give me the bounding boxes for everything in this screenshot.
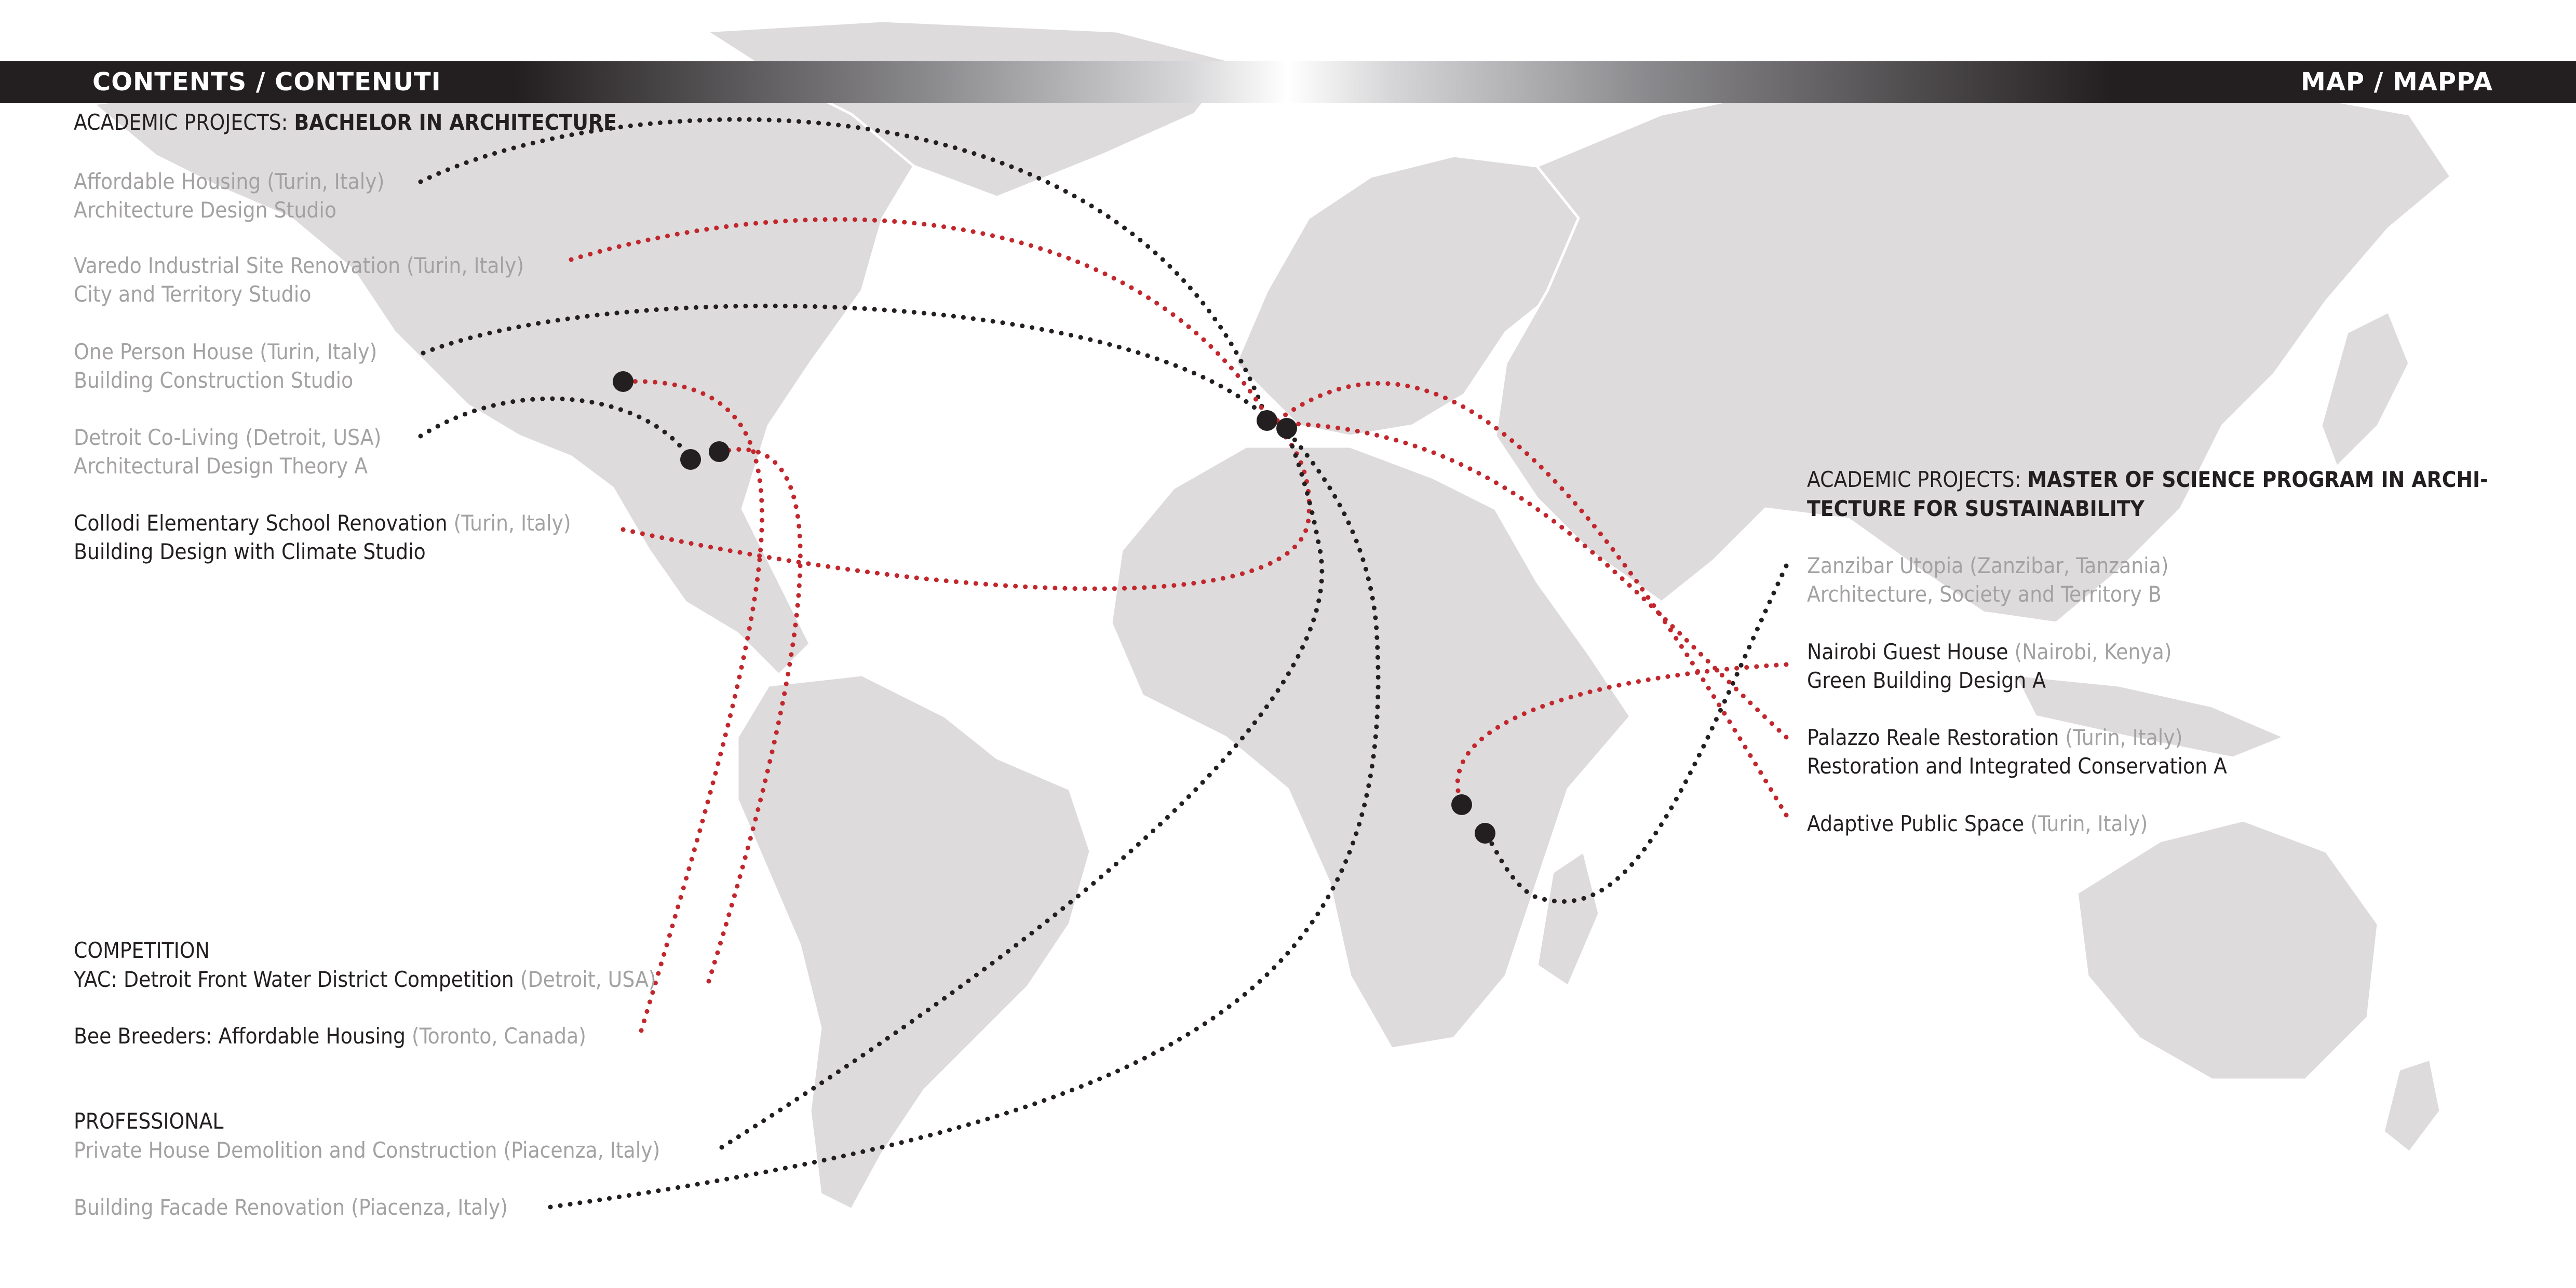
project-title: Nairobi Guest House (1807, 639, 2008, 665)
project-course: Restoration and Integrated Conservation … (1807, 753, 2227, 779)
project-one-person-house[interactable]: One Person House (Turin, Italy) Building… (74, 337, 377, 395)
route-affordable-housing (418, 117, 1270, 423)
professional-title: Private House Demolition and Constructio… (74, 1137, 660, 1163)
project-zanzibar-utopia[interactable]: Zanzibar Utopia (Zanzibar, Tanzania) Arc… (1807, 551, 2169, 608)
africa-land (1110, 445, 1632, 1050)
piacenza-pin (1276, 418, 1297, 439)
project-location: (Nairobi, Kenya) (2008, 639, 2172, 665)
bachelor-prefix: ACADEMIC PROJECTS: (74, 110, 294, 135)
australia-land (2075, 819, 2380, 1081)
bachelor-name: BACHELOR IN ARCHITECTURE (294, 110, 617, 135)
asia-land (1494, 66, 2452, 625)
project-course: Architectural Design Theory A (74, 453, 368, 479)
project-title: Palazzo Reale Restoration (1807, 725, 2059, 750)
project-course: Green Building Design A (1807, 668, 2046, 693)
route-palazzo-reale (1270, 421, 1789, 740)
route-detroit-coliving (418, 396, 693, 462)
competition-heading: COMPETITION (74, 938, 210, 963)
project-affordable-housing[interactable]: Affordable Housing (Turin, Italy) Archit… (74, 167, 384, 224)
project-location: (Turin, Italy) (447, 510, 571, 536)
professional-private-house[interactable]: Private House Demolition and Constructio… (74, 1136, 660, 1164)
project-title: Varedo Industrial Site Renovation (Turin… (74, 253, 524, 278)
master-prefix: ACADEMIC PROJECTS: (1807, 467, 2028, 492)
bachelor-heading: ACADEMIC PROJECTS: BACHELOR IN ARCHITECT… (74, 108, 617, 137)
japan-land (2319, 310, 2411, 469)
route-collodi (621, 421, 1312, 591)
routes (418, 117, 1789, 1210)
competition-yac-detroit[interactable]: YAC: Detroit Front Water District Compet… (74, 965, 656, 994)
project-location: (Turin, Italy) (2024, 811, 2148, 836)
project-course: Building Design with Climate Studio (74, 539, 426, 564)
project-location: (Turin, Italy) (2059, 725, 2183, 750)
competition-location: (Toronto, Canada) (405, 1023, 586, 1049)
pins (613, 371, 1495, 844)
project-course: Building Construction Studio (74, 368, 354, 393)
master-name-line1: MASTER OF SCIENCE PROGRAM IN ARCHI- (2027, 467, 2488, 492)
project-title: Collodi Elementary School Renovation (74, 510, 448, 536)
professional-facade-renovation[interactable]: Building Facade Renovation (Piacenza, It… (74, 1193, 508, 1222)
competition-bee-breeders[interactable]: Bee Breeders: Affordable Housing (Toront… (74, 1022, 586, 1050)
competition-title: YAC: Detroit Front Water District Compet… (74, 967, 514, 992)
project-course: Architecture, Society and Territory B (1807, 581, 2162, 607)
master-name-line2: TECTURE FOR SUSTAINABILITY (1807, 496, 2145, 521)
project-course: City and Territory Studio (74, 281, 312, 307)
toronto-pin (613, 371, 633, 392)
route-nairobi (1455, 662, 1789, 807)
nairobi-pin (1451, 794, 1472, 815)
project-detroit-coliving[interactable]: Detroit Co-Living (Detroit, USA) Archite… (74, 423, 381, 480)
project-course: Architecture Design Studio (74, 197, 336, 223)
turin-pin (1257, 410, 1277, 431)
project-title: Adaptive Public Space (1807, 811, 2025, 836)
project-title: Zanzibar Utopia (Zanzibar, Tanzania) (1807, 553, 2169, 578)
continents (92, 19, 2452, 1211)
project-adaptive-public-space[interactable]: Adaptive Public Space (Turin, Italy) (1807, 809, 2148, 838)
detroit-pin (680, 449, 701, 470)
zanzibar-pin (1475, 823, 1495, 844)
detroit-pin-2 (709, 441, 730, 462)
map-title: MAP / MAPPA (2300, 67, 2493, 97)
project-palazzo-reale[interactable]: Palazzo Reale Restoration (Turin, Italy)… (1807, 723, 2227, 780)
header-banner: CONTENTS / CONTENUTI MAP / MAPPA (0, 61, 2576, 103)
madagascar-land (1535, 850, 1601, 988)
route-bee-breeders (621, 379, 764, 1033)
route-adaptive-public-space (1275, 381, 1789, 818)
project-title: Affordable Housing (Turin, Italy) (74, 169, 385, 194)
project-varedo[interactable]: Varedo Industrial Site Renovation (Turin… (74, 251, 524, 308)
competition-title: Bee Breeders: Affordable Housing (74, 1023, 406, 1049)
south-america-land (736, 673, 1092, 1211)
project-collodi[interactable]: Collodi Elementary School Renovation (Tu… (74, 509, 571, 566)
route-private-house (719, 426, 1325, 1150)
project-title: One Person House (Turin, Italy) (74, 339, 377, 364)
competition-location: (Detroit, USA) (514, 967, 656, 992)
route-one-person-house (421, 303, 1275, 426)
indonesia-land (2013, 673, 2286, 760)
route-facade-renovation (548, 426, 1381, 1210)
professional-heading: PROFESSIONAL (74, 1108, 224, 1134)
master-heading: ACADEMIC PROJECTS: MASTER OF SCIENCE PRO… (1807, 465, 2544, 523)
professional-title: Building Facade Renovation (Piacenza, It… (74, 1195, 508, 1220)
new-zealand-land (2382, 1057, 2442, 1154)
contents-title: CONTENTS / CONTENUTI (92, 67, 441, 97)
project-title: Detroit Co-Living (Detroit, USA) (74, 425, 382, 450)
project-nairobi-guest-house[interactable]: Nairobi Guest House (Nairobi, Kenya) Gre… (1807, 638, 2172, 695)
